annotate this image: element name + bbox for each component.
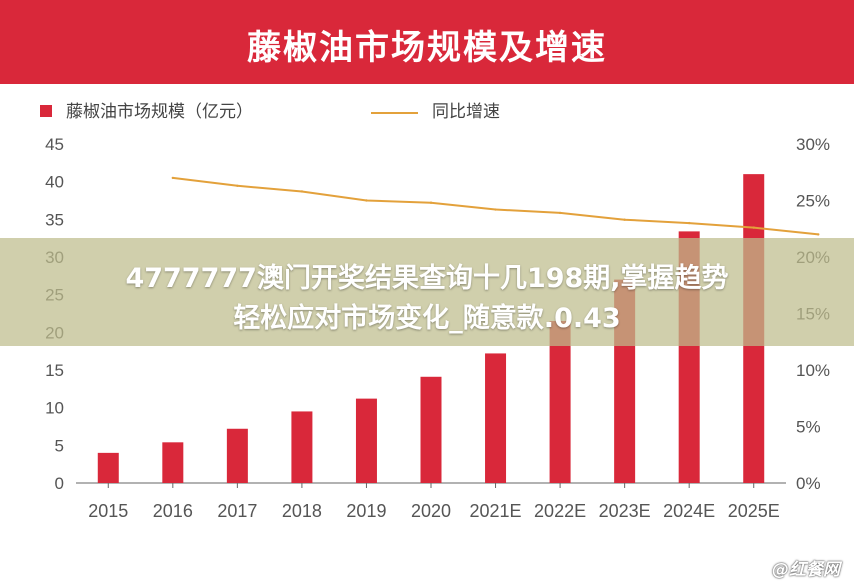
bar-2022E bbox=[549, 321, 571, 483]
growth-point-2018 bbox=[300, 190, 304, 193]
y-left-tick-label: 10 bbox=[45, 399, 64, 418]
y-right-tick-label: 25% bbox=[796, 192, 830, 211]
y-left-tick-label: 35 bbox=[45, 210, 64, 229]
growth-point-2016 bbox=[171, 176, 175, 180]
y-right-tick-label: 0% bbox=[796, 474, 821, 493]
chart-title: 藤椒油市场规模及增速 bbox=[247, 28, 607, 68]
growth-point-2022E bbox=[558, 211, 562, 215]
bar-2015 bbox=[97, 452, 119, 483]
y-left-tick-label: 15 bbox=[45, 361, 64, 380]
bar-2019 bbox=[355, 398, 377, 483]
x-tick-label: 2016 bbox=[153, 501, 193, 521]
x-tick-label: 2024E bbox=[663, 501, 715, 521]
bar-2017 bbox=[226, 428, 248, 483]
x-tick-label: 2015 bbox=[88, 501, 128, 521]
legend-line-label: 同比增速 bbox=[432, 102, 500, 121]
chart-legend: 藤椒油市场规模（亿元） 同比增速 bbox=[40, 102, 500, 121]
x-tick-label: 2025E bbox=[728, 501, 780, 521]
bar-2020 bbox=[420, 376, 442, 483]
x-tick-label: 2018 bbox=[282, 501, 322, 521]
x-tick-label: 2017 bbox=[217, 501, 257, 521]
x-tick-label: 2023E bbox=[599, 501, 651, 521]
y-left-tick-label: 40 bbox=[45, 173, 64, 192]
bar-2021E bbox=[485, 353, 507, 483]
y-right-tick-label: 5% bbox=[796, 418, 821, 437]
overlay-text-line-2: 轻松应对市场变化_随意款.0.43 bbox=[233, 303, 621, 334]
growth-point-2024E bbox=[687, 221, 691, 225]
growth-point-2021E bbox=[494, 208, 497, 211]
watermark-credit: @红餐网 bbox=[772, 560, 840, 580]
bar-2018 bbox=[291, 411, 313, 483]
y-right-tick-label: 10% bbox=[796, 361, 830, 380]
growth-point-2017 bbox=[236, 184, 239, 188]
overlay-banner: 4777777澳门开奖结果查询十几198期,掌握趋势 轻松应对市场变化_随意款.… bbox=[0, 238, 854, 346]
y-right-tick-label: 30% bbox=[796, 135, 830, 154]
x-tick-label: 2022E bbox=[534, 501, 586, 521]
y-left-tick-label: 0 bbox=[55, 474, 64, 493]
growth-point-2023E bbox=[623, 218, 626, 221]
bar-2016 bbox=[162, 442, 184, 483]
x-tick-label: 2019 bbox=[346, 501, 386, 521]
x-tick-label: 2020 bbox=[411, 501, 451, 521]
legend-bar-label: 藤椒油市场规模（亿元） bbox=[66, 102, 253, 121]
line-series bbox=[171, 176, 820, 236]
growth-point-2019 bbox=[365, 199, 368, 202]
growth-point-2020 bbox=[429, 201, 433, 204]
legend-bar-swatch bbox=[40, 105, 52, 117]
growth-point-2025E bbox=[752, 226, 755, 229]
x-tick-label: 2021E bbox=[470, 501, 522, 521]
y-left-tick-label: 5 bbox=[55, 436, 64, 455]
growth-rate-line bbox=[172, 176, 819, 236]
chart-title-bar: 藤椒油市场规模及增速 bbox=[0, 0, 854, 84]
growth-point-undefined bbox=[817, 233, 820, 236]
overlay-text-line-1: 4777777澳门开奖结果查询十几198期,掌握趋势 bbox=[125, 263, 729, 294]
y-left-tick-label: 45 bbox=[45, 135, 64, 154]
